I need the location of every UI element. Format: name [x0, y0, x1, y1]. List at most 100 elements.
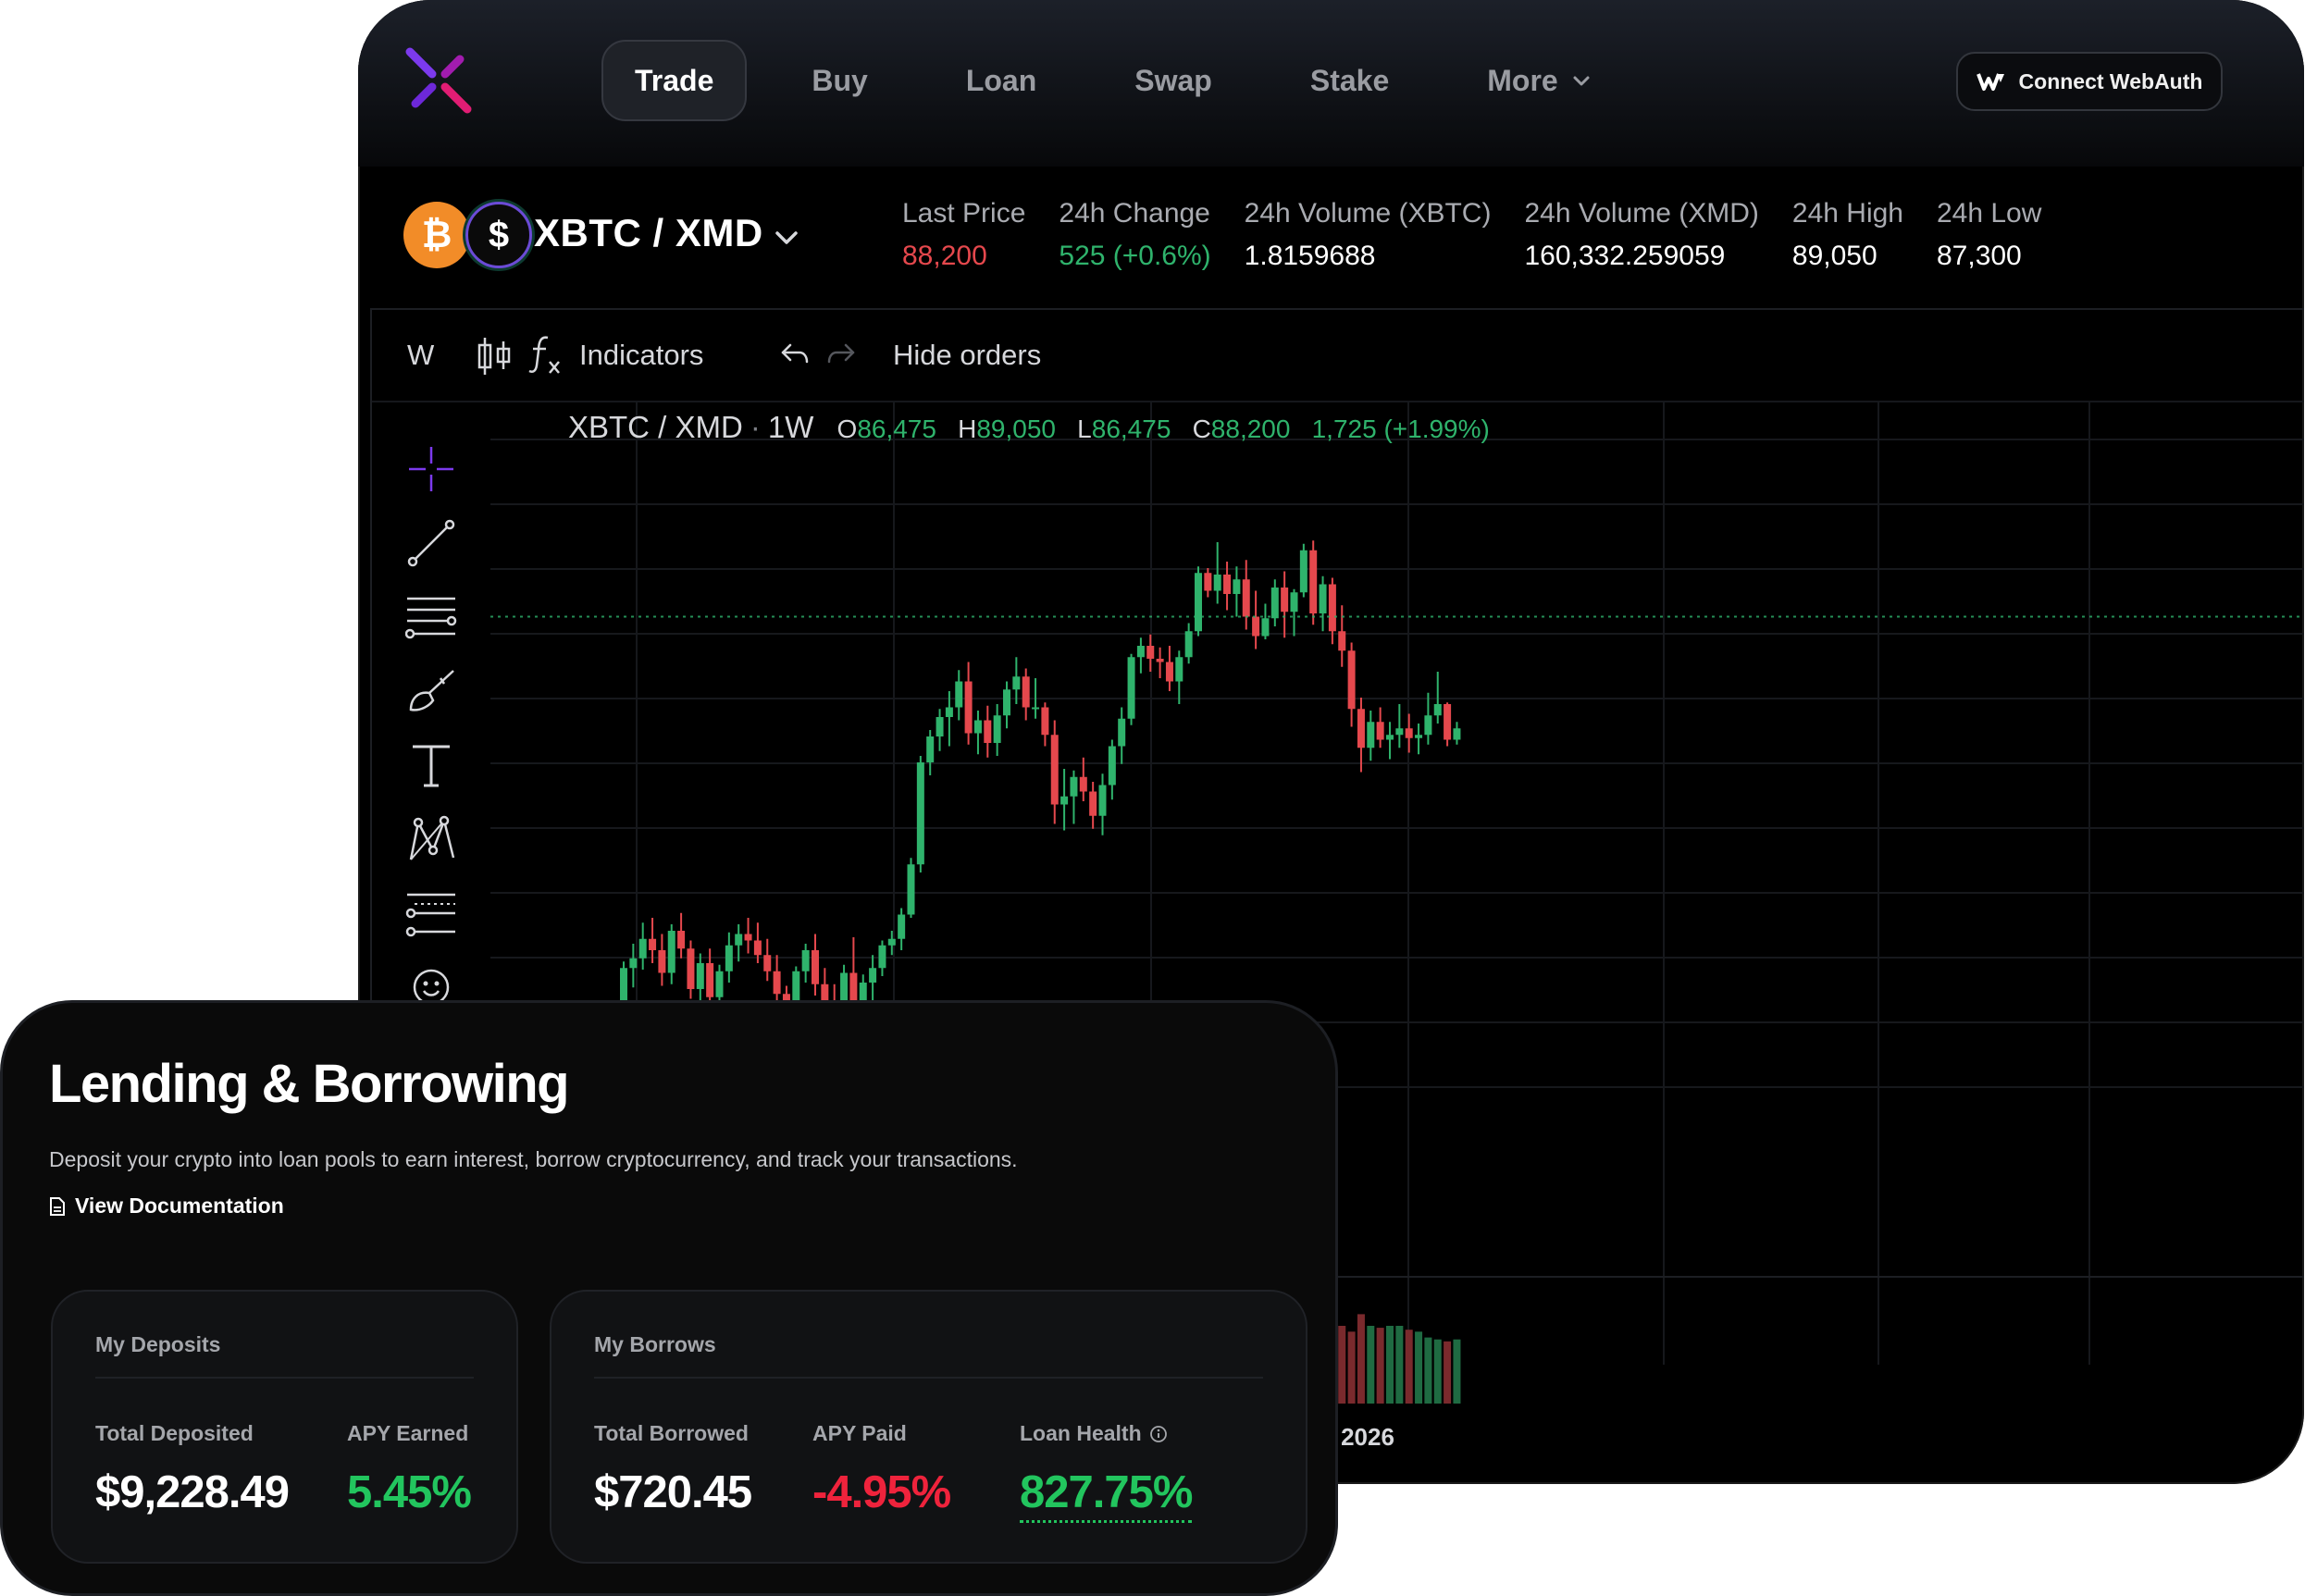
indicators-label: Indicators — [579, 339, 704, 371]
deposits-title: My Deposits — [95, 1332, 221, 1356]
candle-body — [753, 940, 762, 956]
candle-body — [629, 958, 638, 969]
candlestick-type-icon[interactable] — [476, 336, 513, 377]
candle-body — [1175, 657, 1183, 682]
divider — [95, 1377, 474, 1379]
candle-body — [687, 948, 695, 989]
dollar-coin-icon: $ — [465, 202, 532, 268]
total-deposited-value: $9,228.49 — [95, 1467, 290, 1517]
prediction-tool-icon[interactable] — [405, 887, 457, 939]
volume-bar — [1433, 1339, 1442, 1404]
candle-body — [1290, 592, 1298, 612]
legend-open-key: O — [836, 414, 858, 443]
top-navigation-bar: Trade Buy Loan Swap Stake More Connect W… — [358, 0, 2304, 167]
nav-tab-label: Loan — [965, 63, 1037, 97]
candle-body — [744, 934, 752, 941]
candle-body — [973, 720, 982, 734]
candle-body — [1319, 584, 1327, 613]
candle-body — [1270, 588, 1279, 619]
candle-body — [993, 715, 1001, 743]
candle-body — [1098, 785, 1107, 816]
stat-value: 88,200 — [902, 241, 987, 271]
interval-selector[interactable]: W — [407, 339, 435, 371]
info-icon[interactable] — [1149, 1425, 1168, 1443]
candle-body — [1156, 659, 1164, 662]
candle-body — [859, 983, 867, 1004]
stat-24h-volume-xmd: 24h Volume (XMD) 160,332.259059 — [1524, 198, 1758, 272]
text-tool-icon[interactable] — [405, 739, 457, 791]
candle-body — [812, 950, 819, 984]
candle-body — [936, 717, 944, 736]
view-documentation-link[interactable]: View Documentation — [49, 1194, 284, 1219]
candle-body — [898, 914, 906, 939]
chevron-down-icon — [1573, 76, 1590, 86]
candle-body — [725, 945, 733, 971]
candle-body — [1089, 791, 1097, 816]
candle-body — [706, 963, 714, 997]
metric-label: Loan Health — [1020, 1421, 1192, 1446]
candle-body — [1386, 735, 1394, 740]
undo-icon[interactable] — [779, 341, 811, 369]
candle-body — [1204, 573, 1212, 591]
candle-body — [638, 938, 647, 959]
nav-tab-swap[interactable]: Swap — [1101, 40, 1245, 121]
stat-24h-low: 24h Low 87,300 — [1937, 198, 2041, 272]
metric-label: APY Earned — [347, 1421, 469, 1445]
stat-value: 525 (+0.6%) — [1059, 241, 1211, 271]
nav-tab-loan[interactable]: Loan — [933, 40, 1070, 121]
chevron-down-icon[interactable] — [773, 224, 800, 252]
candle-body — [1328, 584, 1336, 632]
stat-label: 24h Volume (XMD) — [1524, 198, 1759, 229]
legend-low-key: L — [1077, 414, 1092, 443]
brush-icon[interactable] — [405, 665, 457, 717]
candle-body — [926, 736, 935, 762]
candle-body — [1415, 735, 1423, 738]
nav-tab-trade[interactable]: Trade — [601, 40, 748, 121]
nav-tab-buy[interactable]: Buy — [778, 40, 900, 121]
candle-body — [1347, 650, 1356, 710]
candle-body — [869, 968, 877, 983]
app-logo-icon[interactable] — [404, 46, 473, 115]
total-deposited-metric: Total Deposited $9,228.49 — [95, 1421, 290, 1518]
pair-selector[interactable]: XBTC / XMD — [534, 211, 763, 254]
indicators-button[interactable]: Indicators — [527, 334, 703, 377]
candle-body — [1118, 718, 1126, 747]
candle-body — [1433, 704, 1442, 716]
candle-body — [1424, 715, 1432, 736]
my-deposits-card: My Deposits Total Deposited $9,228.49 AP… — [51, 1290, 518, 1564]
crosshair-icon[interactable] — [405, 443, 457, 495]
total-borrowed-value: $720.45 — [594, 1467, 752, 1517]
nav-dropdown-more[interactable]: More — [1454, 40, 1624, 121]
candle-body — [964, 681, 973, 734]
loan-health-metric: Loan Health 827.75% — [1020, 1421, 1193, 1523]
price-chart[interactable]: XBTC / XMD · 1W O86,475 H89,050 L86,475 C8… — [490, 402, 2304, 1484]
ohlc-legend: XBTC / XMD · 1W O86,475 H89,050 L86,475 C8… — [568, 410, 1503, 445]
stat-label: 24h Low — [1936, 198, 2042, 229]
stat-value: 160,332.259059 — [1524, 241, 1726, 271]
volume-bar — [1386, 1326, 1394, 1404]
candle-body — [840, 972, 849, 1017]
candle-body — [1108, 746, 1116, 786]
connect-webauth-button[interactable]: Connect WebAuth — [1956, 52, 2223, 111]
document-icon — [50, 1196, 65, 1216]
trend-line-icon[interactable] — [405, 517, 457, 569]
candle-body — [1281, 588, 1289, 612]
apy-paid-value: -4.95% — [812, 1467, 951, 1517]
candle-body — [1165, 662, 1173, 682]
candle-body — [1338, 631, 1346, 651]
nav-tab-stake[interactable]: Stake — [1277, 40, 1422, 121]
volume-bar — [1376, 1328, 1384, 1404]
pattern-tool-icon[interactable] — [405, 813, 457, 865]
hide-orders-button[interactable]: Hide orders — [893, 339, 1042, 371]
stat-label: 24h Change — [1059, 198, 1210, 229]
fib-levels-icon[interactable] — [405, 591, 457, 643]
candle-body — [763, 955, 772, 971]
candle-body — [620, 968, 627, 1017]
candle-body — [984, 720, 992, 743]
candle-body — [1367, 722, 1375, 749]
candle-body — [1022, 676, 1030, 708]
candle-body — [849, 972, 858, 1004]
volume-bar — [1395, 1326, 1404, 1404]
nav-tab-label: More — [1487, 63, 1558, 97]
redo-icon[interactable] — [825, 341, 857, 369]
